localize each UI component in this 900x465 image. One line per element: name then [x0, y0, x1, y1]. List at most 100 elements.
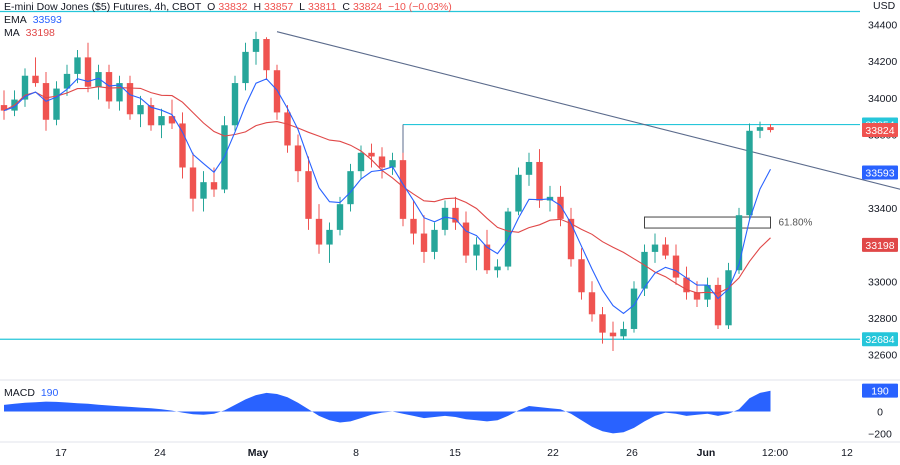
price-tag-bg	[862, 332, 898, 347]
candle-body	[53, 88, 60, 120]
candle-body	[588, 292, 596, 315]
ema-legend: EMA 33593	[4, 14, 65, 27]
candle-body	[609, 332, 617, 337]
candle-body	[305, 171, 312, 219]
high-value: 33857	[264, 1, 294, 13]
low-label: L	[299, 1, 306, 13]
candle-body	[578, 259, 585, 293]
close-value: 33824	[352, 1, 383, 13]
candle-body	[242, 51, 249, 84]
x-tick: Jun	[697, 447, 716, 459]
candle-body	[651, 244, 659, 252]
candle-body	[168, 116, 176, 124]
ma-line	[3, 86, 771, 294]
candle-body	[483, 244, 491, 271]
macd-tick: 0	[877, 407, 883, 419]
candle-body	[630, 288, 638, 329]
candle-body	[567, 218, 575, 260]
candle-body	[756, 127, 764, 131]
candle-body	[210, 182, 218, 190]
candle-body	[252, 39, 260, 52]
candle-body	[735, 215, 743, 271]
candle-body	[74, 57, 81, 74]
price-tick: 34200	[868, 56, 897, 68]
macd-tag-bg	[862, 383, 898, 398]
candle-body	[420, 233, 428, 252]
candle-body	[315, 218, 323, 245]
candle-body	[536, 161, 543, 201]
candle-body	[137, 105, 144, 115]
candle-body	[63, 73, 71, 89]
x-tick: 12	[841, 447, 853, 459]
macd-value: 190	[40, 387, 59, 399]
chart-title-row: E-mini Dow Jones ($5) Futures, 4h, CBOT …	[4, 1, 455, 14]
candle-body	[294, 145, 302, 172]
candle-body	[357, 152, 365, 172]
candle-body	[95, 72, 102, 87]
candle-body	[32, 75, 39, 84]
x-tick: 22	[547, 447, 559, 459]
change-value: −10 (−0.03%)	[388, 1, 452, 13]
price-tag-bg	[862, 237, 898, 252]
candle-body	[158, 116, 165, 126]
candle-body	[326, 229, 333, 245]
x-tick: 15	[449, 447, 461, 459]
price-tag-label: 32684	[865, 334, 894, 346]
candle-body	[746, 130, 753, 216]
open-value: 33832	[218, 1, 248, 13]
high-label: H	[253, 1, 262, 13]
candle-body	[399, 160, 407, 219]
macd-label: MACD	[4, 387, 35, 399]
ma-label: MA	[4, 27, 20, 39]
macd-area	[4, 390, 771, 434]
candle-body	[525, 161, 533, 175]
candle-body	[126, 83, 134, 115]
candle-body	[462, 222, 470, 256]
candle-body	[714, 284, 722, 326]
candle-body	[441, 207, 449, 230]
ema-label: EMA	[4, 14, 27, 26]
candle-body	[410, 218, 417, 234]
candle-body	[347, 171, 354, 205]
candle-body	[368, 152, 375, 157]
candle-body	[336, 204, 344, 230]
ma-value: 33198	[25, 27, 55, 39]
x-tick: 17	[55, 447, 67, 459]
price-tick: 33400	[868, 203, 897, 215]
price-tick: 33000	[868, 276, 897, 288]
trendline	[276, 31, 900, 190]
candle-body	[515, 174, 522, 212]
ema-value: 33593	[32, 14, 62, 26]
ema-line	[3, 77, 771, 315]
price-tick: 32800	[868, 313, 897, 325]
candle-body	[21, 75, 29, 100]
candle-body	[662, 244, 669, 256]
candle-body	[599, 314, 606, 333]
macd-legend: MACD 190	[4, 387, 61, 400]
price-tag-label: 33198	[865, 240, 894, 252]
candle-body	[231, 83, 239, 126]
ma-legend: MA 33198	[4, 27, 58, 40]
open-label: O	[207, 1, 216, 13]
price-tick: 34400	[868, 19, 897, 31]
candle-body	[557, 196, 564, 219]
x-tick: 24	[154, 447, 166, 459]
candle-body	[431, 229, 438, 252]
price-tag-label: 33593	[865, 167, 894, 179]
x-tick: 26	[626, 447, 638, 459]
candle-body	[200, 182, 207, 199]
candle-body	[473, 244, 480, 256]
macd-tag-label: 190	[871, 386, 889, 398]
candle-body	[494, 266, 501, 271]
candle-body	[147, 105, 155, 126]
candle-body	[273, 70, 281, 113]
currency-label: USD	[873, 0, 896, 12]
candle-body	[179, 123, 186, 168]
macd-tick: −200	[868, 428, 892, 440]
candle-body	[378, 156, 386, 168]
x-tick: May	[248, 447, 269, 459]
price-tag-bg	[862, 123, 898, 138]
candle-body	[641, 251, 648, 289]
candle-body	[693, 292, 701, 300]
